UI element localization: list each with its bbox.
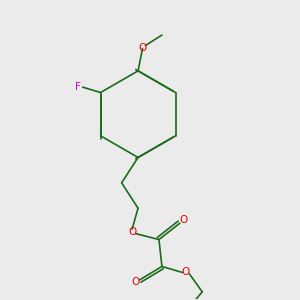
Text: O: O	[182, 267, 190, 278]
Text: O: O	[128, 227, 136, 237]
Text: F: F	[75, 82, 81, 92]
Text: O: O	[138, 44, 147, 53]
Text: O: O	[131, 277, 140, 287]
Text: O: O	[179, 215, 188, 225]
